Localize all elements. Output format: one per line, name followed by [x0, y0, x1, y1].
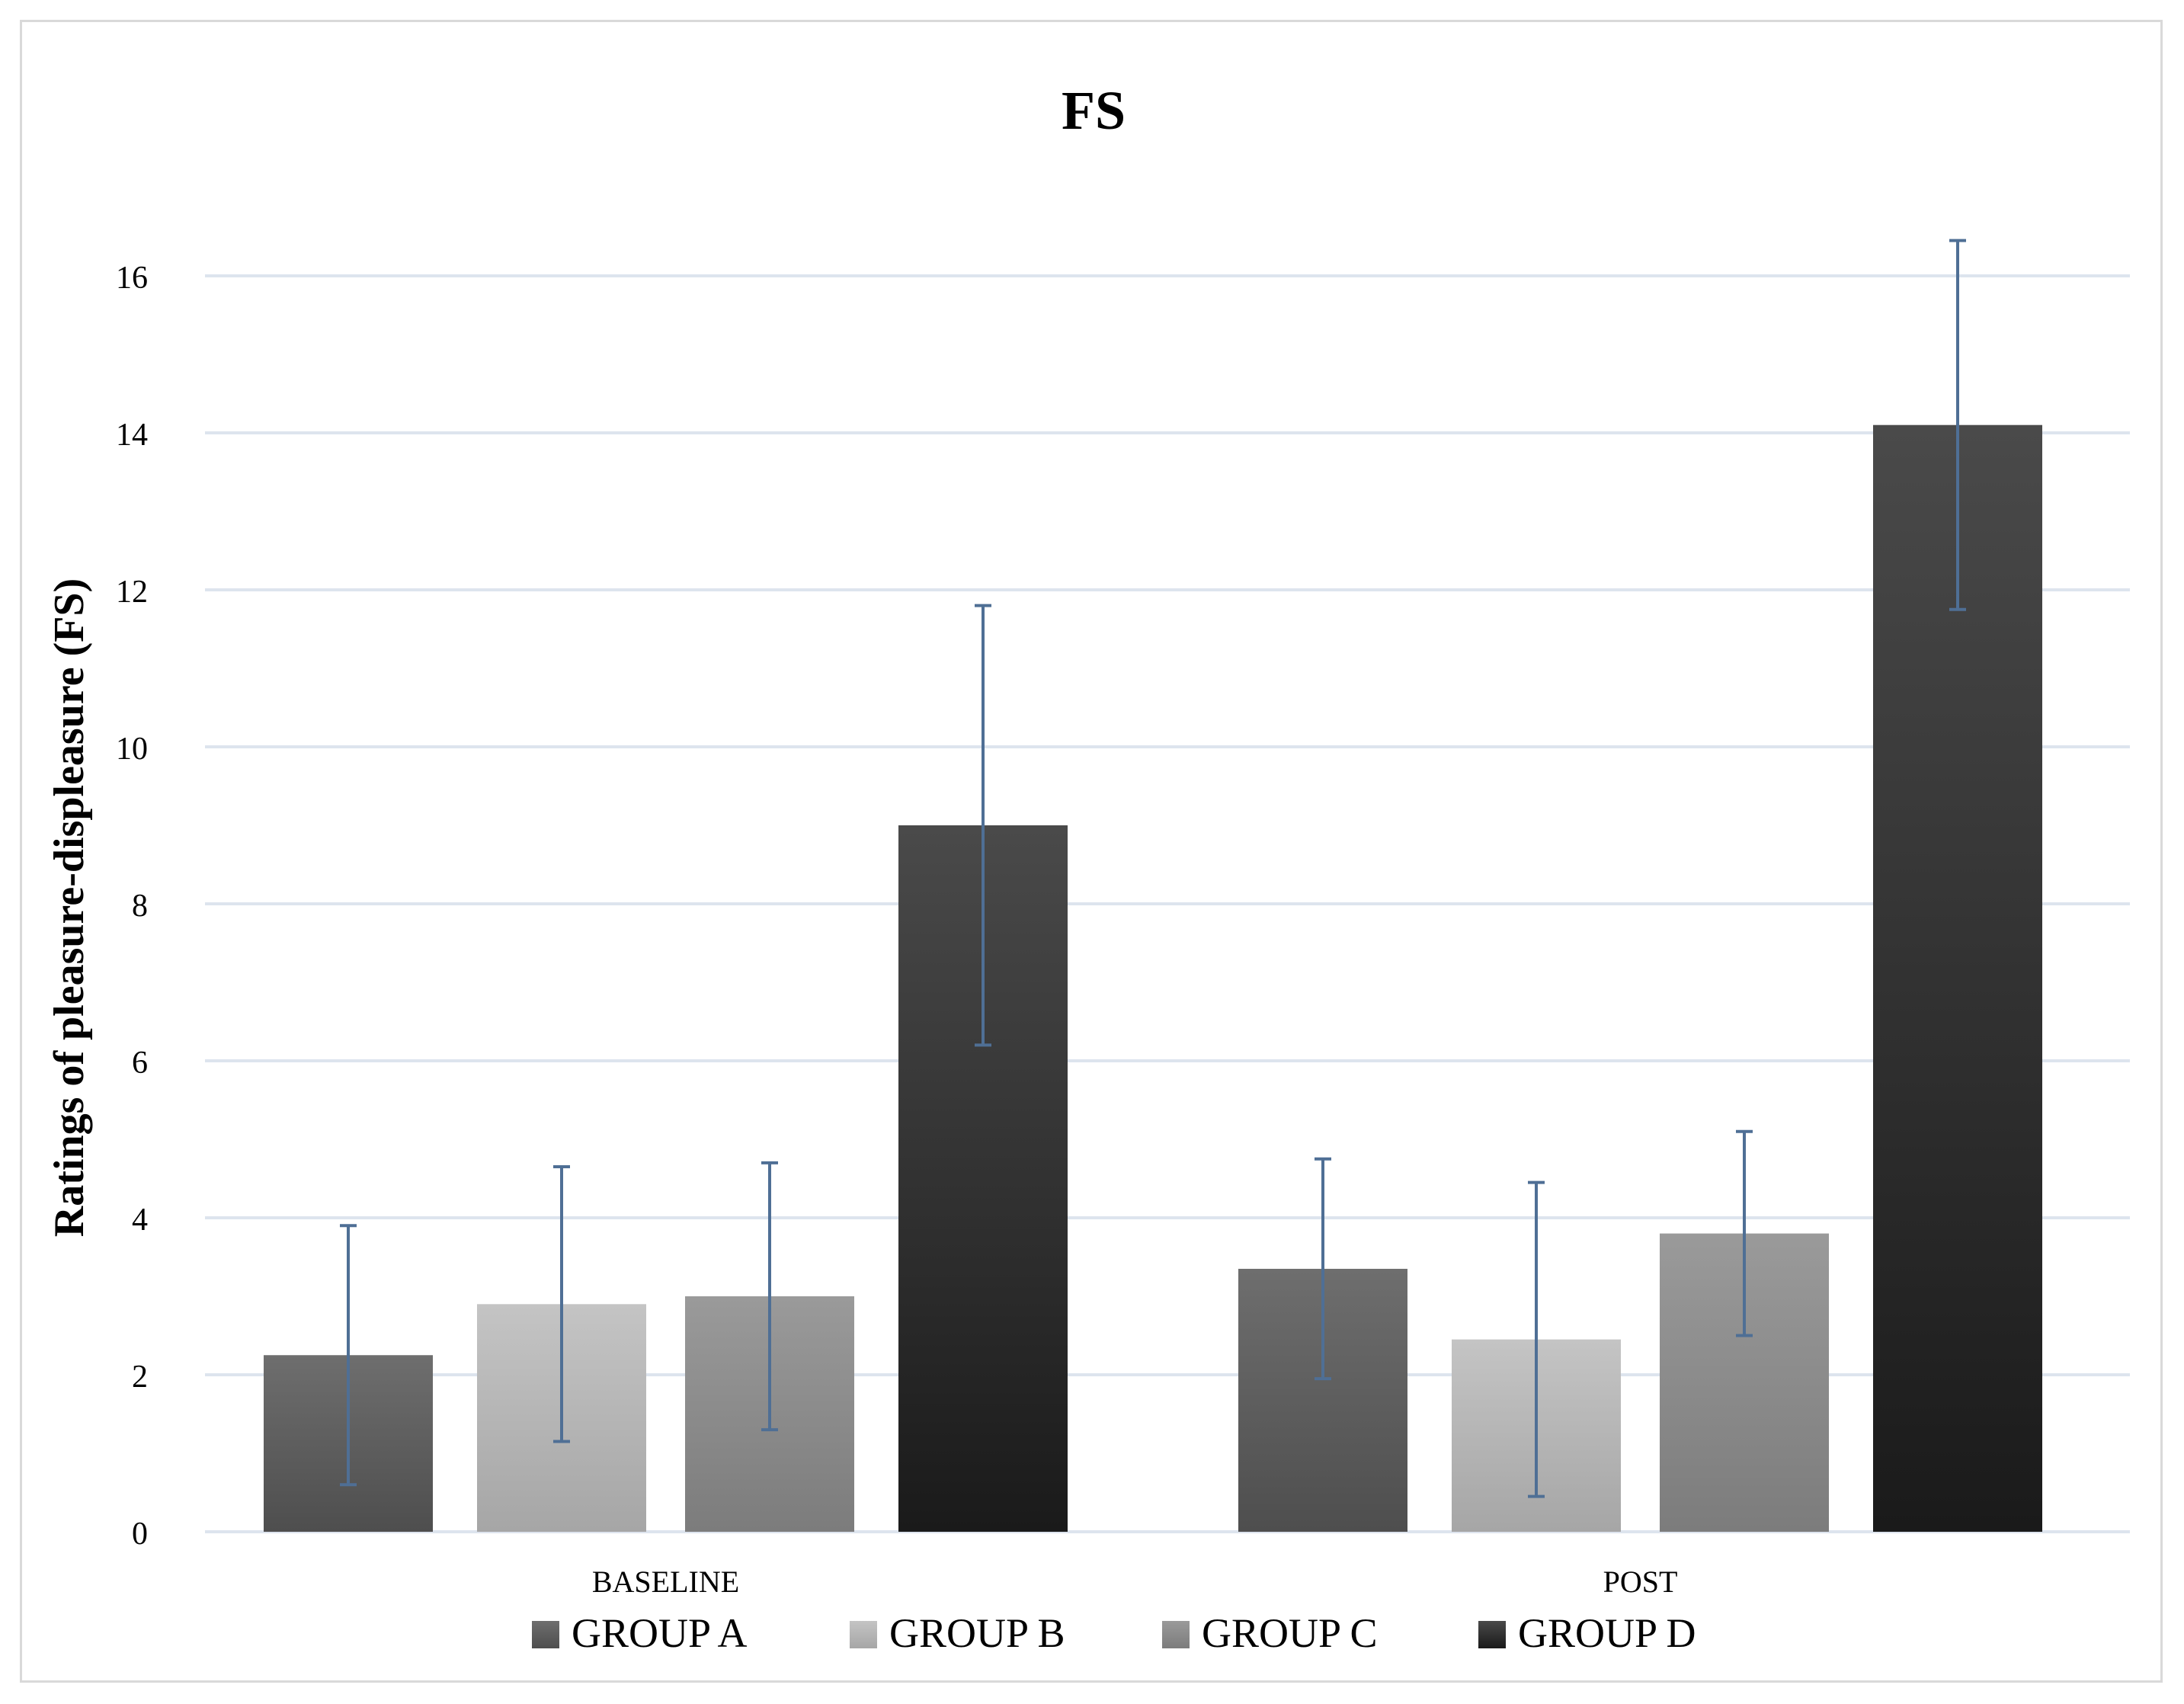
error-bar [1736, 1129, 1753, 1337]
legend-swatch [1162, 1621, 1190, 1648]
y-tick-label: 8 [132, 889, 148, 924]
x-category-labels: BASELINE POST [592, 1565, 1678, 1599]
error-bar [1528, 1180, 1545, 1498]
y-tick-label: 4 [132, 1203, 148, 1238]
legend: GROUP A GROUP B GROUP C GROUP D [532, 1610, 1696, 1656]
x-category-label: BASELINE [592, 1565, 739, 1599]
y-tick-label: 14 [116, 418, 148, 453]
y-tick-label: 10 [116, 732, 148, 767]
y-tick-label: 16 [116, 261, 148, 296]
error-bar [1949, 239, 1966, 611]
error-bar [553, 1165, 570, 1443]
y-tick-label: 2 [132, 1360, 148, 1395]
error-bars [340, 239, 1966, 1498]
legend-label: GROUP B [889, 1610, 1065, 1656]
y-tick-label: 0 [132, 1517, 148, 1552]
y-tick-label: 12 [116, 575, 148, 610]
y-tick-labels: 0 2 4 6 8 10 12 14 16 [116, 261, 148, 1552]
legend-item: GROUP B [850, 1610, 1065, 1656]
legend-item: GROUP C [1162, 1610, 1378, 1656]
legend-label: GROUP C [1202, 1610, 1378, 1656]
y-axis-label: Ratings of pleasure-displeasure (FS) [46, 578, 93, 1237]
legend-label: GROUP D [1518, 1610, 1696, 1656]
error-bar [340, 1224, 357, 1487]
legend-swatch [1478, 1621, 1506, 1648]
legend-item: GROUP D [1478, 1610, 1696, 1656]
error-bar [1315, 1157, 1331, 1381]
bar-chart: FS Ratings of pleasure-displeasure (FS) … [46, 80, 2130, 1656]
legend-swatch [850, 1621, 877, 1648]
legend-swatch [532, 1621, 559, 1648]
legend-label: GROUP A [572, 1610, 748, 1656]
y-tick-label: 6 [132, 1046, 148, 1081]
error-bar [761, 1161, 778, 1432]
x-category-label: POST [1603, 1565, 1678, 1599]
chart-title: FS [1062, 80, 1126, 141]
chart-frame: FS Ratings of pleasure-displeasure (FS) … [20, 20, 2163, 1683]
legend-item: GROUP A [532, 1610, 748, 1656]
error-bar [975, 604, 991, 1047]
